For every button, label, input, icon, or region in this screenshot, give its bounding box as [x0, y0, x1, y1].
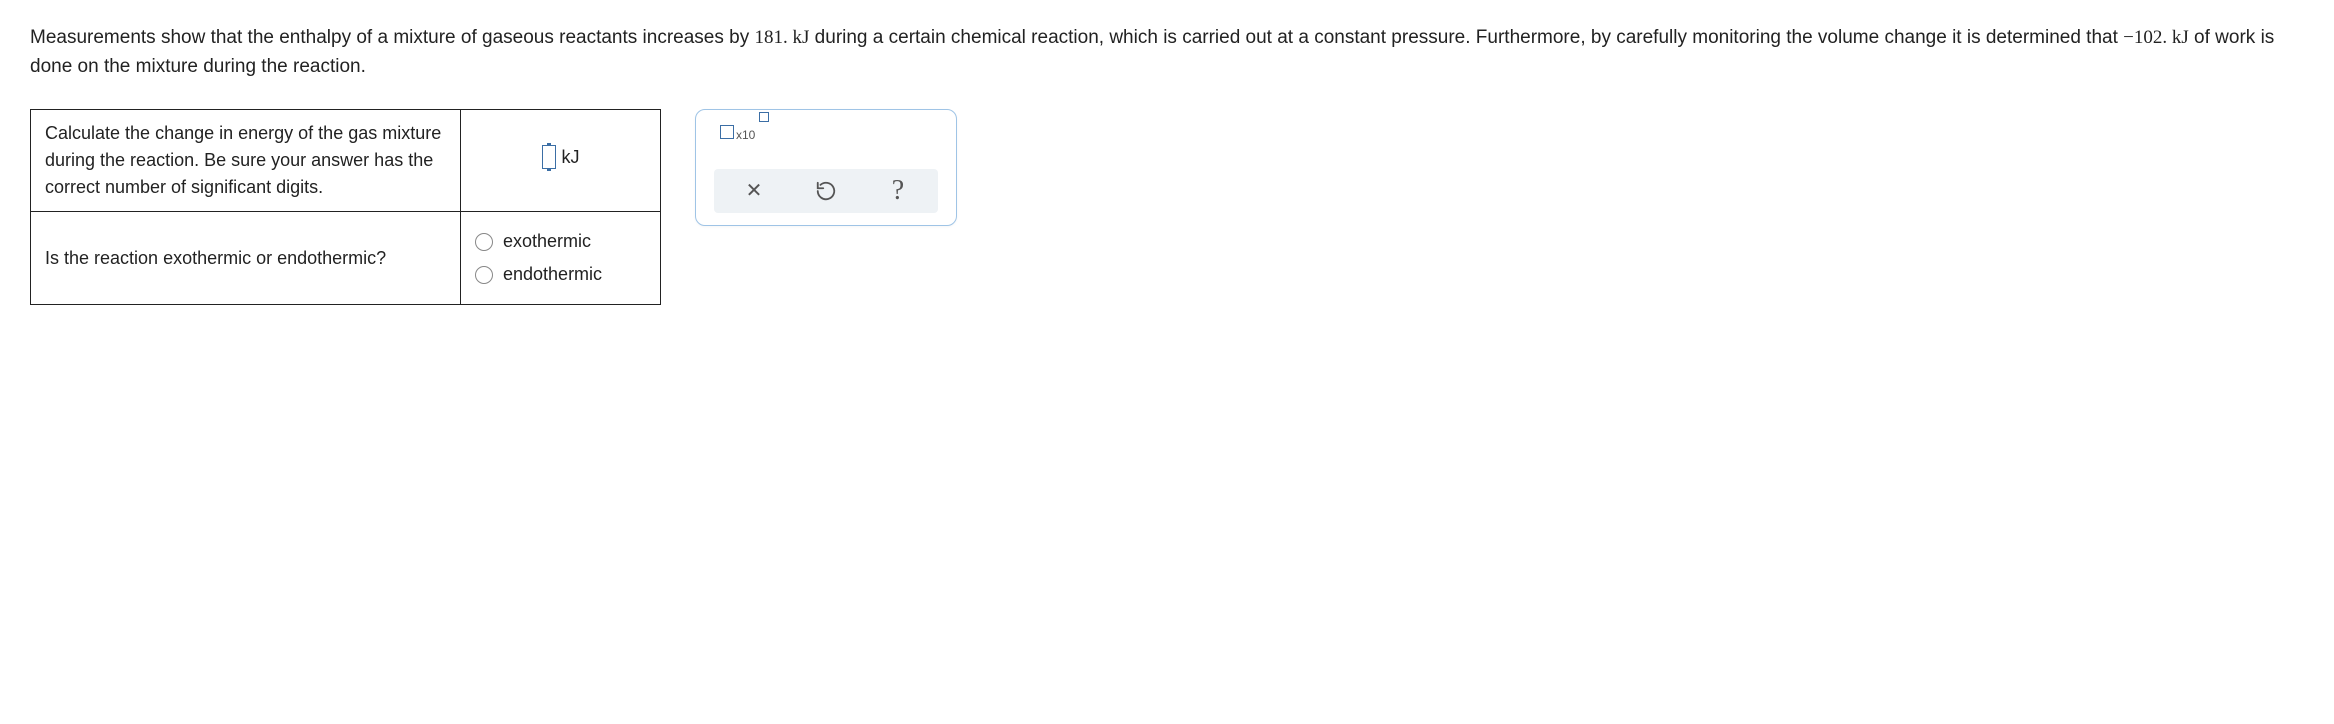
- unit-enthalpy: kJ: [788, 27, 810, 48]
- value-work-sign: −: [2123, 27, 2134, 48]
- q1-input[interactable]: [542, 145, 556, 169]
- undo-icon: [815, 180, 837, 202]
- problem-text-1: Measurements show that the enthalpy of a…: [30, 27, 755, 48]
- q2-option-endothermic[interactable]: endothermic: [475, 261, 646, 288]
- q2-option-exothermic[interactable]: exothermic: [475, 228, 646, 255]
- reset-button[interactable]: [812, 177, 840, 205]
- value-work: 102.: [2134, 27, 2167, 48]
- q1-unit: kJ: [562, 144, 580, 171]
- box-icon: [720, 125, 734, 139]
- q2-prompt: Is the reaction exothermic or endothermi…: [31, 212, 461, 305]
- value-enthalpy: 181.: [755, 27, 788, 48]
- question-table: Calculate the change in energy of the ga…: [30, 109, 661, 305]
- x-icon: ✕: [746, 181, 763, 201]
- radio-icon: [475, 266, 493, 284]
- answer-toolbox: x10 ✕ ?: [695, 109, 957, 226]
- problem-statement: Measurements show that the enthalpy of a…: [30, 24, 2304, 81]
- q2-opt2-label: endothermic: [503, 261, 602, 288]
- sci-label: x10: [736, 128, 755, 142]
- question-icon: ?: [892, 177, 904, 205]
- radio-icon: [475, 233, 493, 251]
- box-icon: [759, 112, 769, 122]
- help-button[interactable]: ?: [884, 177, 912, 205]
- q1-prompt: Calculate the change in energy of the ga…: [31, 110, 461, 212]
- q1-answer-cell: kJ: [461, 110, 661, 212]
- q2-answer-cell: exothermic endothermic: [461, 212, 661, 305]
- sci-notation-button[interactable]: x10: [720, 124, 755, 145]
- clear-button[interactable]: ✕: [740, 177, 768, 205]
- q2-opt1-label: exothermic: [503, 228, 591, 255]
- unit-work: kJ: [2167, 27, 2189, 48]
- problem-text-2: during a certain chemical reaction, whic…: [809, 27, 2123, 48]
